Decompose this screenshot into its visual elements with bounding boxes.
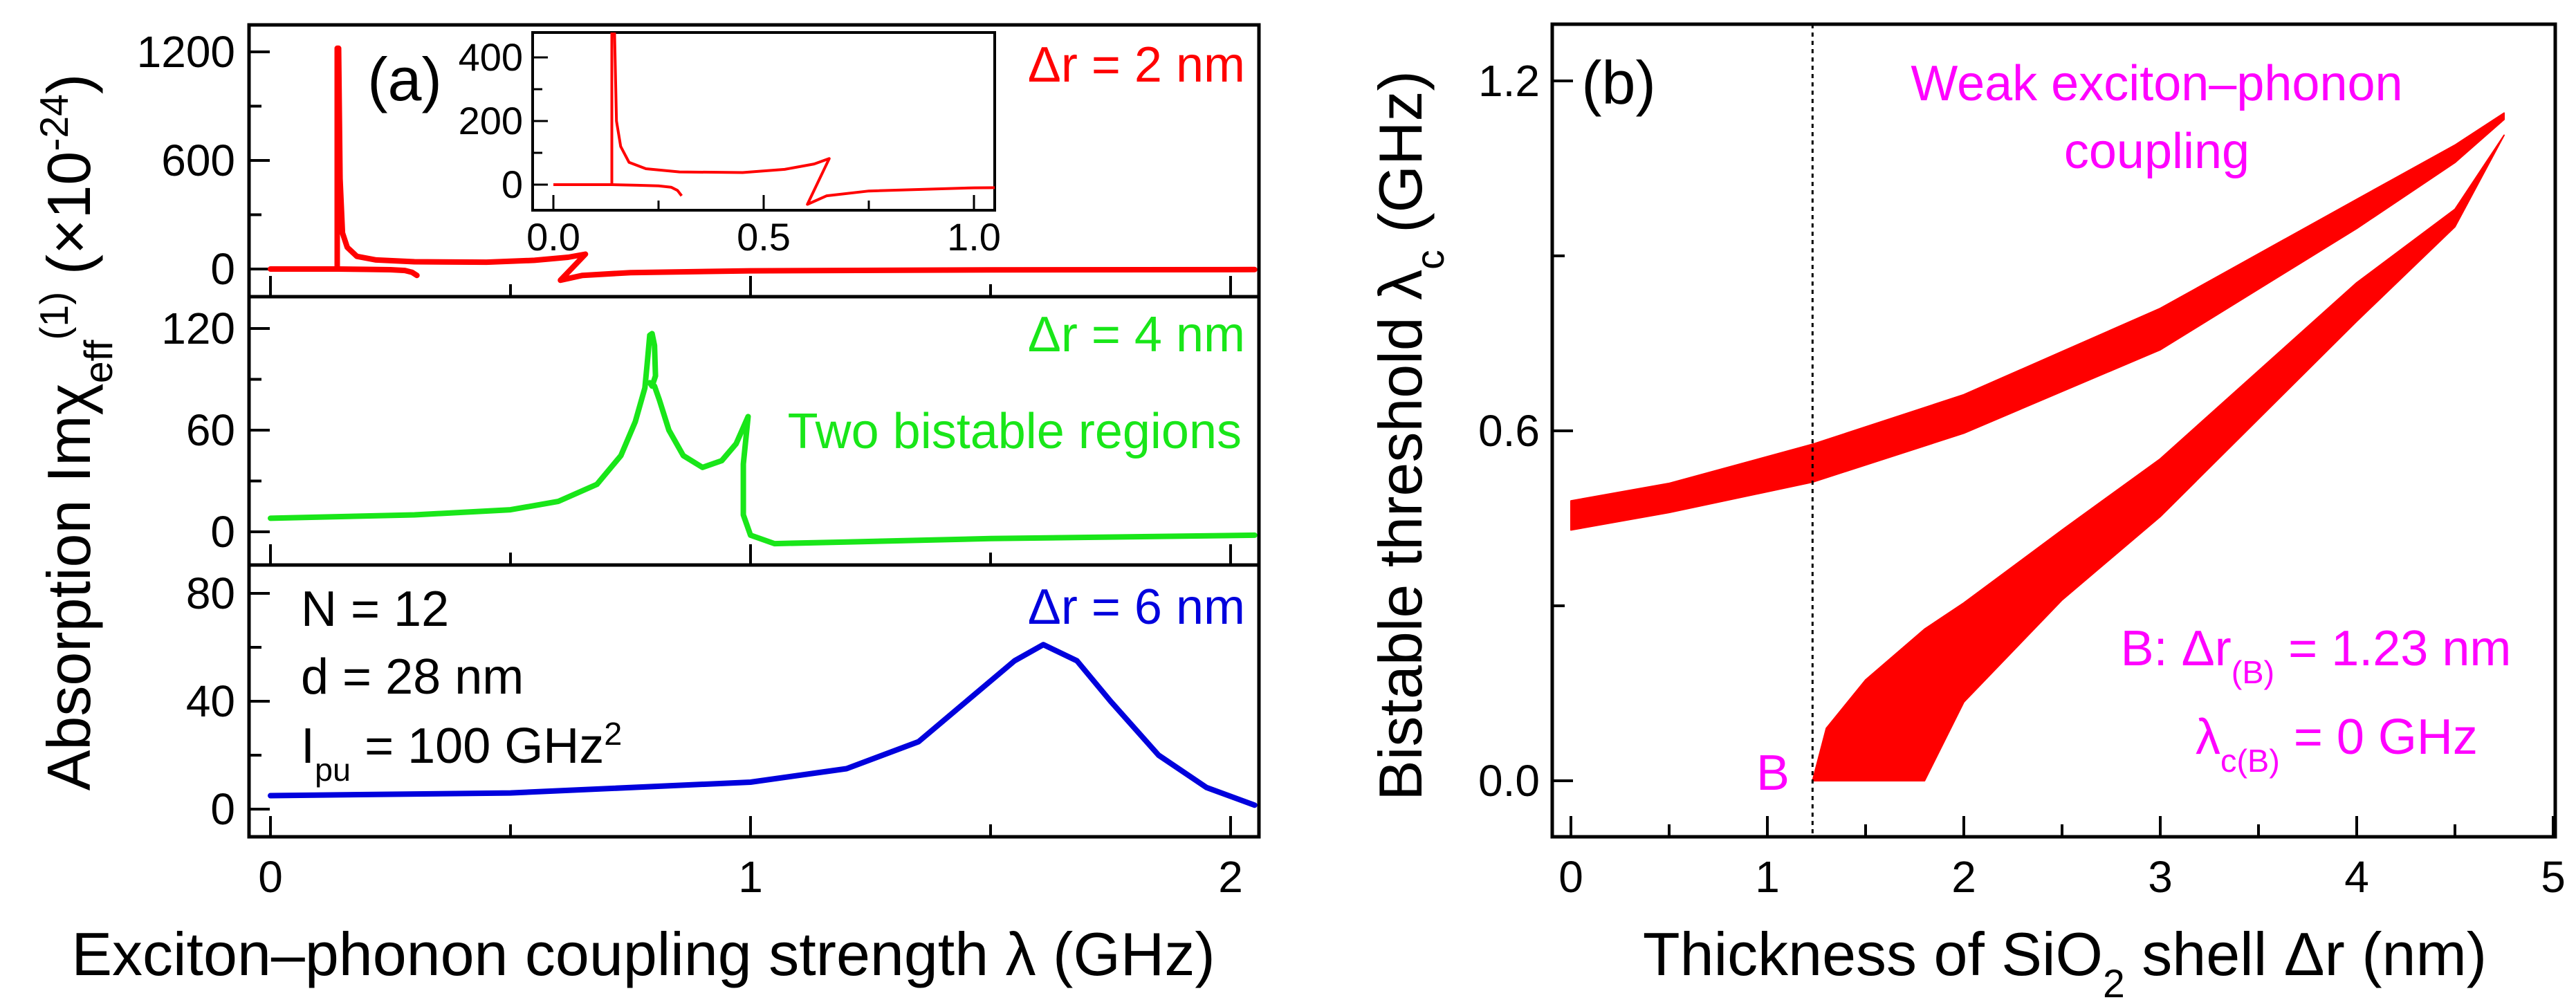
inset-x-tick-label: 0.0: [526, 215, 580, 259]
y-tick-label: 0: [210, 784, 235, 834]
text-part: 2: [604, 716, 622, 752]
series-group: [268, 45, 1258, 284]
inset-series-group: [553, 33, 995, 206]
text-part: (GHz): [1366, 71, 1435, 250]
text-part: pu: [315, 752, 351, 788]
text-part: Thickness of SiO: [1643, 920, 2103, 988]
inset-y-tick-label: 0: [502, 163, 523, 206]
annotation-lambda-c-b: λc(B) = 0 GHz: [2196, 710, 2478, 779]
subplot-2: 0 60 120 Δr = 4 nm: [161, 295, 1261, 567]
x-axis-title: Exciton–phonon coupling strength λ (GHz): [71, 920, 1215, 988]
text-part: 2: [2103, 962, 2125, 1000]
x-tick-label: 2: [1218, 852, 1243, 902]
series-label: Δr = 2 nm: [1028, 37, 1245, 93]
text-part: I: [301, 719, 315, 774]
x-tick-label: 4: [2344, 852, 2369, 902]
text-part: Absorption Im: [35, 415, 103, 790]
param-n: N = 12: [301, 582, 449, 637]
inset-frame: [531, 31, 996, 212]
y-tick-label: 600: [161, 136, 235, 185]
text-part: (×10: [35, 151, 103, 292]
text-part: (1): [33, 292, 77, 340]
text-part: χ: [35, 383, 103, 415]
y-tick-label: 0.0: [1478, 756, 1540, 806]
series-label: Δr = 6 nm: [1028, 580, 1245, 635]
text-part: ): [35, 74, 103, 94]
annotation-coupling: coupling: [2064, 124, 2250, 179]
y-tick-label: 0: [210, 507, 235, 557]
inset: 0 200 400 0.0 0.5 1.0: [459, 31, 1001, 259]
annotation-two-bistable-regions: Two bistable regions: [788, 404, 1242, 459]
text-part: shell Δr (nm): [2125, 920, 2487, 988]
x-tick-label: 5: [2541, 852, 2566, 902]
annotation-weak-coupling: Weak exciton–phonon: [1911, 56, 2402, 111]
inset-series-line: [610, 33, 995, 206]
y-tick-label: 0.6: [1478, 406, 1540, 456]
x-tick-label: 0: [258, 852, 283, 902]
annotation-delta-r-b: B: Δr(B) = 1.23 nm: [2121, 621, 2512, 690]
series-label: Δr = 4 nm: [1028, 307, 1245, 362]
x-tick-label: 2: [1951, 852, 1976, 902]
subplot-3: 0 40 80 Δr = 6 nm: [186, 563, 1261, 839]
series-line: [334, 45, 1258, 284]
inset-x-tick-label: 1.0: [947, 215, 1001, 259]
x-axis-title: Thickness of SiO2 shell Δr (nm): [1643, 920, 2487, 1000]
series-line: [268, 642, 1258, 808]
y-tick-label: 1.2: [1478, 56, 1540, 106]
bistable-band: [1812, 134, 2505, 781]
text-part: (B): [2232, 654, 2274, 690]
y-axis-title: Bistable threshold λc (GHz): [1366, 71, 1453, 801]
x-tick-label: 1: [1755, 852, 1780, 902]
panel-b: 0 1 2 3 4 5 0.0 0.6 1.2 (b) Weak exciton–phonon cou…: [1366, 22, 2566, 1000]
param-d: d = 28 nm: [301, 649, 524, 705]
y-axis-title: Absorption Imχeff(1) (×10-24): [33, 74, 121, 791]
panel-label-b: (b): [1581, 48, 1656, 117]
y-tick-label: 1200: [137, 27, 235, 77]
y-tick-label: 80: [186, 568, 235, 618]
text-part: c(B): [2220, 743, 2280, 779]
inset-x-tick-label: 0.5: [737, 215, 791, 259]
param-ipu: Ipu = 100 GHz2: [301, 716, 622, 788]
y-tick-label: 60: [186, 405, 235, 455]
y-tick-label: 0: [210, 244, 235, 294]
text-part: = 100 GHz: [351, 719, 604, 774]
series-group: [268, 331, 1258, 547]
subplot-1: 0 600 1200 Δr = 2 nm: [137, 23, 1261, 299]
x-tick-label: 0: [1558, 852, 1583, 902]
point-b-label: B: [1756, 746, 1790, 801]
text-part: c: [1408, 250, 1453, 270]
inset-y-tick-label: 200: [459, 99, 523, 142]
text-part: = 1.23 nm: [2274, 621, 2511, 676]
bistable-band: [1570, 112, 2505, 531]
series-group: [268, 642, 1258, 808]
series-line: [268, 331, 1258, 547]
panel-label-a: (a): [367, 45, 442, 113]
x-tick-label: 1: [738, 852, 763, 902]
text-part: eff: [77, 340, 121, 384]
y-tick-label: 40: [186, 676, 235, 726]
text-part: λ: [2196, 710, 2220, 765]
text-part: -24: [33, 94, 77, 151]
text-part: = 0 GHz: [2280, 710, 2478, 765]
series-line: [268, 266, 420, 279]
text-part: Bistable threshold λ: [1366, 270, 1435, 801]
inset-y-tick-label: 400: [459, 35, 523, 79]
x-tick-label: 3: [2148, 852, 2173, 902]
text-part: B: Δr: [2121, 621, 2232, 676]
y-tick-label: 120: [161, 304, 235, 353]
